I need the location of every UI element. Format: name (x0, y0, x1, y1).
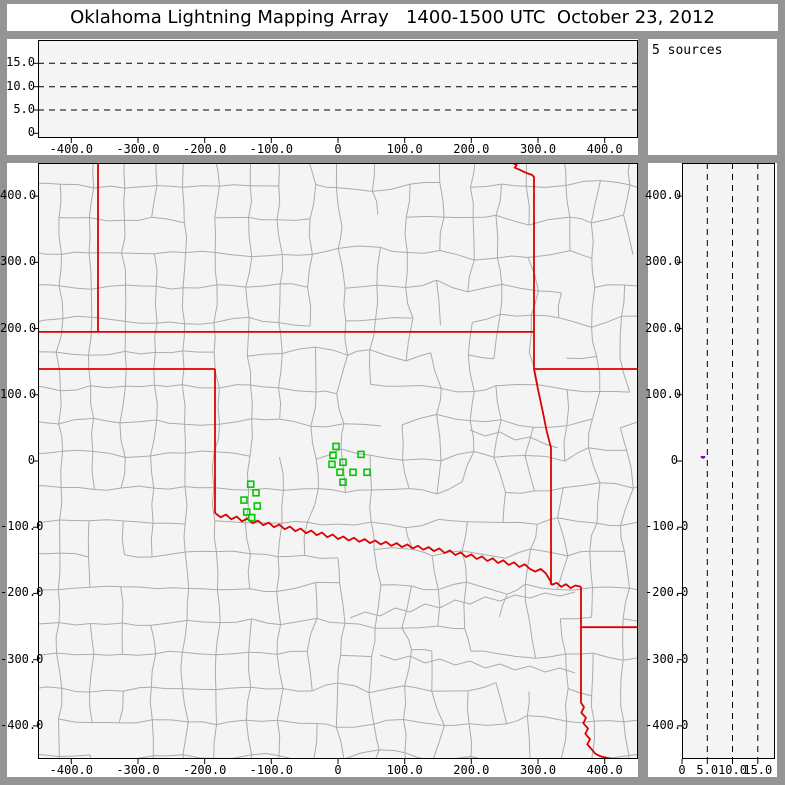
map-ytick-label: 200.0 (0, 320, 37, 335)
station-marker (240, 496, 248, 504)
map-ytick-label: -200.0 (0, 585, 44, 600)
map-panel-frame (38, 163, 638, 759)
top-panel-ytick-label: 15.0 (6, 55, 35, 70)
station-marker (247, 513, 256, 522)
right-panel-ytick-label: -400.0 (645, 717, 689, 732)
station-marker (357, 450, 365, 459)
right-panel-xtick-label: 0 (678, 763, 686, 777)
right-panel-ytick-label: 0 (670, 453, 678, 467)
station-marker (328, 460, 336, 469)
top-panel-xtick-label: 200.0 (453, 142, 490, 156)
source-count-label: 5 sources (652, 43, 723, 58)
ar-tx-la-border (580, 586, 613, 759)
top-panel-xtick-label: -400.0 (49, 142, 93, 156)
right-panel-xtick-label: 15.0 (743, 763, 773, 777)
station-marker (246, 480, 255, 489)
station-marker (253, 502, 262, 510)
river-line (379, 654, 576, 674)
state-borders (38, 163, 638, 759)
source-point (702, 456, 705, 459)
top-panel-xtick-label: -200.0 (182, 142, 227, 156)
station-marker (339, 458, 347, 467)
map-xtick-label: 300.0 (519, 763, 557, 777)
red-river-border (214, 512, 582, 589)
axis-ticks (33, 62, 759, 764)
right-panel-ytick-label: 400.0 (645, 188, 682, 203)
map-xtick-label: -400.0 (49, 763, 93, 777)
top-panel-xtick-label: -100.0 (249, 142, 293, 156)
map-xtick-label: 400.0 (586, 763, 623, 777)
map-ytick-label: 0 (27, 453, 35, 467)
top-panel-ytick-label: 10.0 (6, 78, 35, 93)
map-ytick-label: 100.0 (0, 386, 37, 401)
map-panel-area (38, 163, 638, 759)
map-ytick-label: 300.0 (0, 254, 37, 269)
top-panel-ytick-label: 0 (27, 125, 35, 140)
right-panel-xtick-label: 5.0 (696, 763, 719, 777)
top-panel-area (38, 40, 638, 138)
station-marker (332, 442, 340, 451)
map-xtick-label: 0 (334, 763, 342, 777)
top-panel-xtick-label: 0 (334, 142, 342, 156)
map-ytick-label: 400.0 (0, 188, 37, 203)
right-panel-ytick-label: -300.0 (645, 651, 689, 666)
station-marker (363, 468, 371, 477)
right-panel-xtick-label: 10.0 (718, 763, 747, 777)
right-panel-ytick-label: -100.0 (645, 519, 689, 534)
map-ytick-label: -300.0 (0, 651, 44, 666)
map-xtick-label: -100.0 (249, 763, 293, 777)
river-line (349, 591, 576, 619)
right-panel-ytick-label: 300.0 (645, 254, 682, 269)
sources-count-box (648, 39, 777, 155)
map-xtick-label: 100.0 (386, 763, 423, 777)
station-marker (349, 468, 357, 477)
top-panel-xtick-label: 400.0 (586, 142, 623, 156)
right-panel-ytick-label: 100.0 (645, 386, 682, 401)
map-xtick-label: 200.0 (453, 763, 490, 777)
station-marker (252, 488, 260, 497)
map-xtick-label: -200.0 (182, 763, 227, 777)
top-panel-xtick-label: -300.0 (116, 142, 160, 156)
top-panel-xtick-label: 100.0 (386, 142, 423, 156)
station-marker (336, 468, 344, 477)
top-panel-xtick-label: 300.0 (519, 142, 557, 156)
lma-station-markers (240, 442, 371, 522)
station-marker (242, 508, 251, 516)
map-ytick-label: -100.0 (0, 519, 44, 534)
top-panel-ytick-label: 5.0 (13, 102, 35, 116)
ks-mo-border (512, 163, 535, 369)
map-ytick-label: -400.0 (0, 717, 44, 732)
station-marker (339, 478, 347, 487)
right-panel-area (682, 163, 775, 759)
map-xtick-label: -300.0 (116, 763, 160, 777)
county-lines (38, 163, 638, 759)
station-marker (329, 451, 337, 460)
right-panel-ytick-label: -200.0 (645, 585, 689, 600)
window-title: Oklahoma Lightning Mapping Array 1400-15… (7, 4, 778, 31)
right-panel-frame (682, 163, 775, 759)
ok-ar-border (533, 368, 552, 585)
lightning-source-points (700, 456, 706, 459)
river-line (469, 429, 559, 449)
top-panel-frame (38, 40, 638, 138)
right-panel-ytick-label: 200.0 (645, 320, 682, 335)
